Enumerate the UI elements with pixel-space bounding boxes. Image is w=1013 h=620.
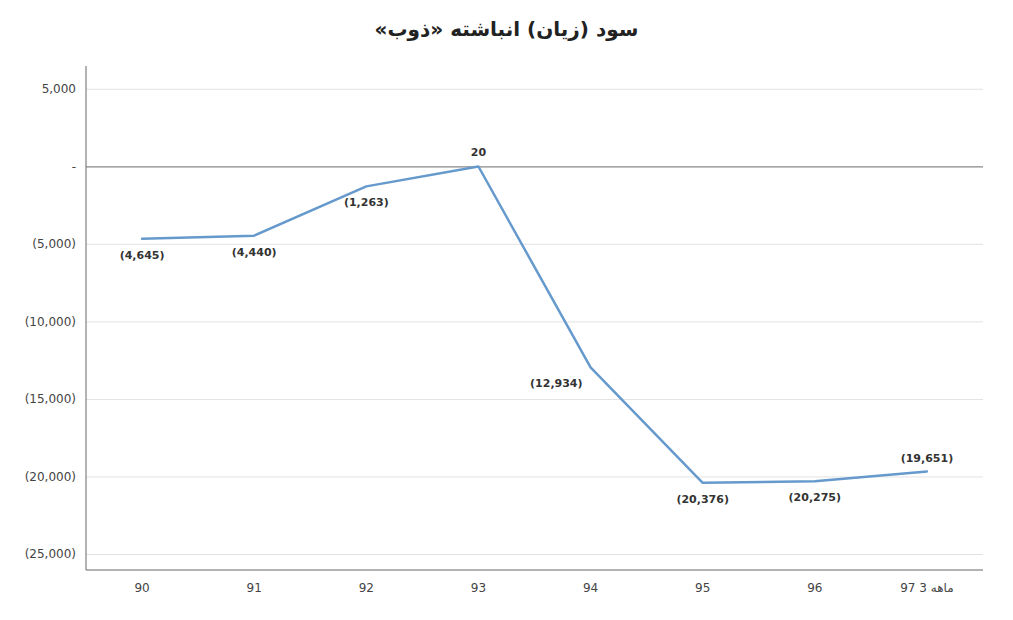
chart: سود (زیان) انباشته «ذوب» 5,000 - (5,000) (10… xyxy=(0,0,1013,620)
x-tick-label: 95 xyxy=(695,581,710,595)
x-tick-label: 93 xyxy=(471,581,486,595)
data-label: (4,440) xyxy=(232,246,277,259)
y-axis: 5,000 - (5,000) (10,000) (15,000) (20,000) (25… xyxy=(25,66,983,570)
y-tick-label: 5,000 xyxy=(42,82,76,96)
y-tick-label: (10,000) xyxy=(25,315,76,329)
data-label: (20,376) xyxy=(676,493,729,506)
grid-line xyxy=(86,89,983,90)
y-tick-label: - xyxy=(72,160,76,174)
data-label: (20,275) xyxy=(789,491,842,504)
grid-line xyxy=(86,554,983,555)
x-axis: 90 91 92 93 94 95 96 97 ماهه 3 xyxy=(134,581,953,595)
data-label: (1,263) xyxy=(344,196,389,209)
x-tick-label: 90 xyxy=(134,581,149,595)
data-label: (19,651) xyxy=(901,452,954,465)
grid-line xyxy=(86,321,983,322)
x-tick-label: 92 xyxy=(359,581,374,595)
x-axis-line xyxy=(86,570,983,571)
x-tick-label: 96 xyxy=(807,581,822,595)
y-tick-label: (5,000) xyxy=(32,237,76,251)
data-labels: (4,645) (4,440) (1,263) 20 (12,934) (20,376) (… xyxy=(120,146,954,505)
data-label: (4,645) xyxy=(120,249,165,262)
data-label: 20 xyxy=(471,146,487,159)
grid xyxy=(86,89,983,554)
y-axis-line xyxy=(86,66,87,570)
data-label: (12,934) xyxy=(530,377,583,390)
y-tick-label: (15,000) xyxy=(25,392,76,406)
plot-area xyxy=(142,166,927,482)
x-tick-label: 97 ماهه 3 xyxy=(900,581,953,595)
x-tick-label: 91 xyxy=(247,581,262,595)
title: سود (زیان) انباشته «ذوب» xyxy=(375,17,639,41)
grid-line xyxy=(86,244,983,245)
line xyxy=(142,166,927,482)
grid-line xyxy=(86,399,983,400)
x-tick-label: 94 xyxy=(583,581,598,595)
y-tick-label: (25,000) xyxy=(25,547,76,561)
y-tick-label: (20,000) xyxy=(25,470,76,484)
grid-line xyxy=(86,166,983,167)
